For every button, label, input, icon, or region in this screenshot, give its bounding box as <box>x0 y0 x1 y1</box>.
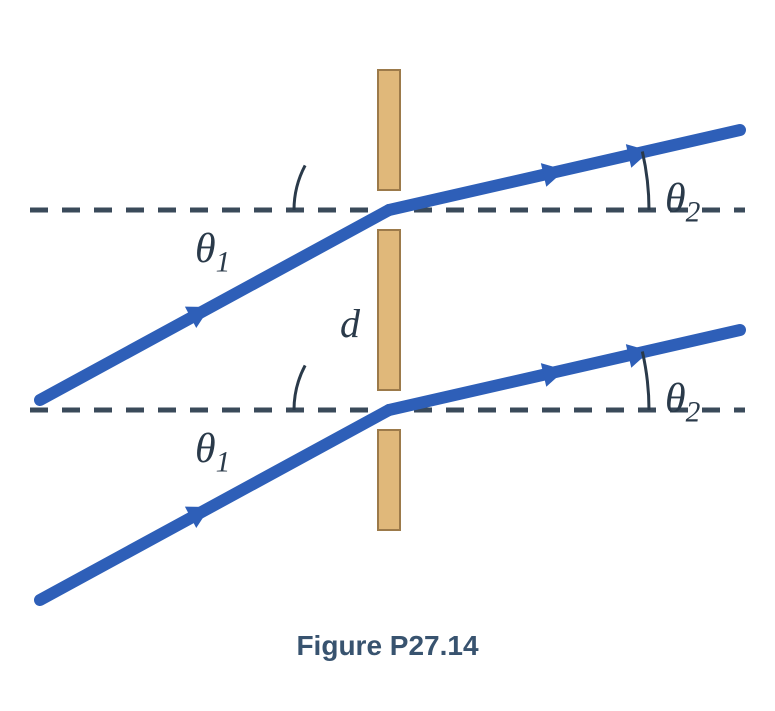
physics-diagram: θ1 θ2 θ1 θ2 d Figure P27.14 <box>0 0 775 706</box>
theta-symbol: θ <box>195 426 216 472</box>
theta2-bottom-label: θ2 <box>665 375 700 429</box>
theta-symbol: θ <box>665 376 686 422</box>
theta2-top-label: θ2 <box>665 175 700 229</box>
theta-symbol: θ <box>665 176 686 222</box>
theta-sub: 1 <box>216 446 231 478</box>
theta-sub: 1 <box>216 246 231 278</box>
theta1-top-label: θ1 <box>195 225 230 279</box>
theta-symbol: θ <box>195 226 216 272</box>
theta-sub: 2 <box>686 396 701 428</box>
d-label: d <box>340 300 360 347</box>
theta-sub: 2 <box>686 196 701 228</box>
figure-caption: Figure P27.14 <box>0 630 775 662</box>
theta1-bottom-label: θ1 <box>195 425 230 479</box>
diagram-svg <box>0 0 775 706</box>
